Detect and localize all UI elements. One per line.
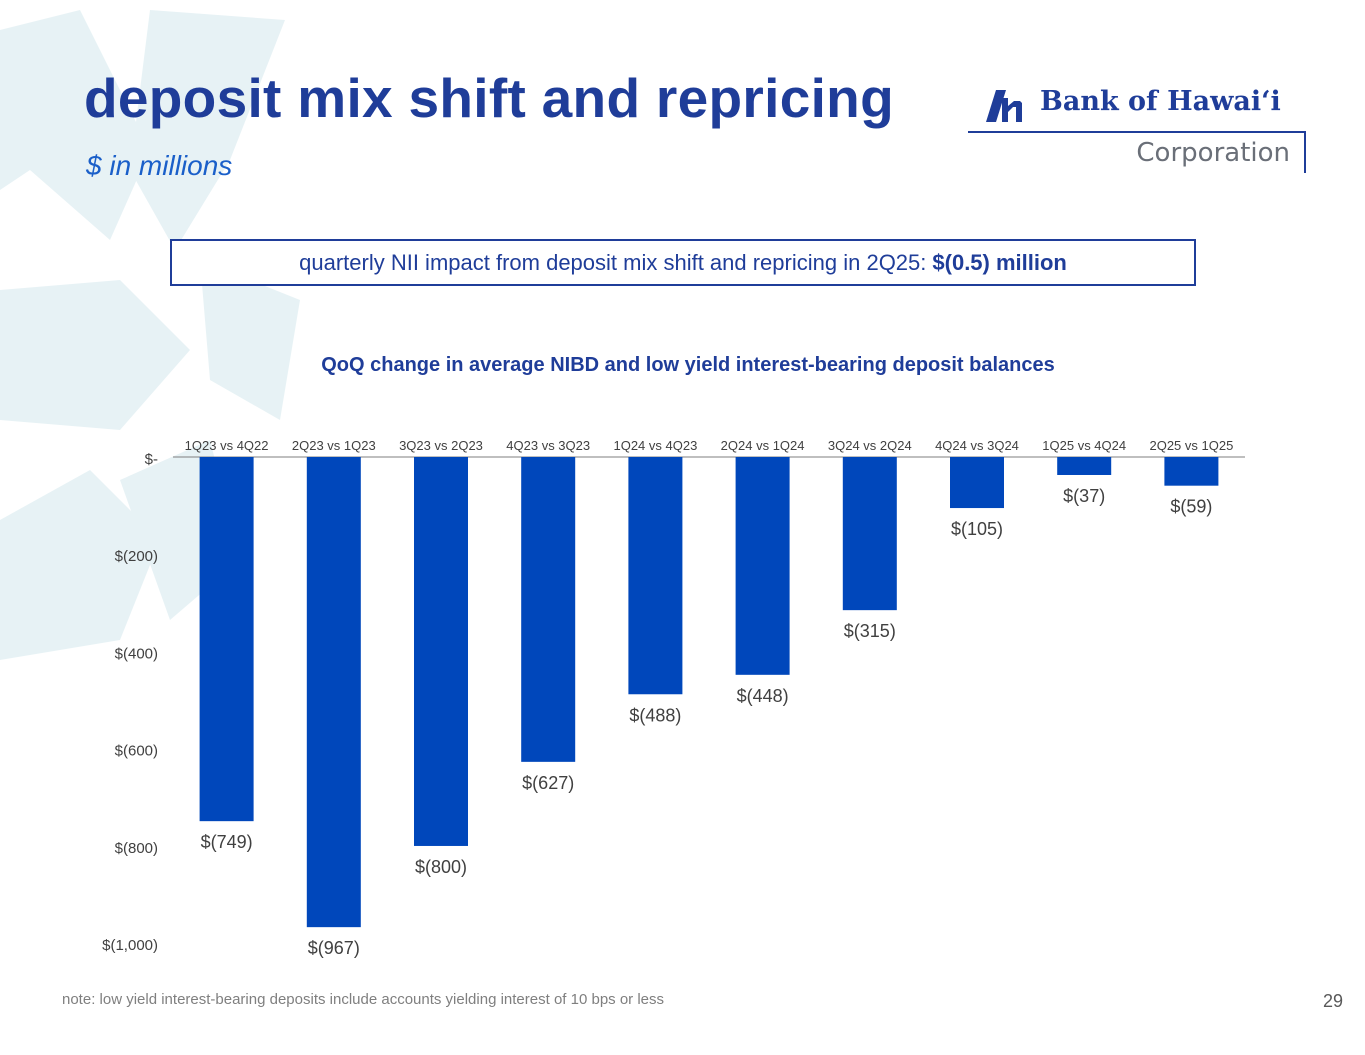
bar xyxy=(306,457,361,928)
bank-logo-icon xyxy=(986,90,1022,122)
bar xyxy=(521,457,576,762)
y-tick-label: $(400) xyxy=(115,645,158,662)
callout-text: quarterly NII impact from deposit mix sh… xyxy=(299,249,927,275)
data-label: $(800) xyxy=(415,857,467,877)
logo-subtitle: Corporation xyxy=(1136,138,1290,168)
callout-value: $(0.5) million xyxy=(932,249,1067,275)
data-label: $(59) xyxy=(1170,497,1212,517)
data-label: $(315) xyxy=(844,621,896,641)
x-tick-label: 4Q23 vs 3Q23 xyxy=(506,438,590,453)
data-label: $(967) xyxy=(308,938,360,958)
page-title: deposit mix shift and repricing xyxy=(84,67,894,129)
bar xyxy=(199,457,254,822)
nii-impact-callout: quarterly NII impact from deposit mix sh… xyxy=(170,239,1196,286)
bar xyxy=(735,457,790,675)
bar xyxy=(628,457,683,695)
x-tick-label: 4Q24 vs 3Q24 xyxy=(935,438,1019,453)
x-tick-label: 1Q25 vs 4Q24 xyxy=(1042,438,1126,453)
logo-name: Bank of Hawaiʻi xyxy=(1040,86,1281,117)
data-label: $(749) xyxy=(201,832,253,852)
y-tick-label: $- xyxy=(145,451,158,468)
y-tick-label: $(200) xyxy=(115,548,158,565)
data-label: $(627) xyxy=(522,773,574,793)
page-subtitle: $ in millions xyxy=(86,150,233,181)
x-tick-label: 3Q23 vs 2Q23 xyxy=(399,438,483,453)
y-tick-label: $(1,000) xyxy=(102,937,158,954)
company-logo: Bank of Hawaiʻi Corporation xyxy=(968,80,1308,180)
x-tick-label: 3Q24 vs 2Q24 xyxy=(828,438,912,453)
bar xyxy=(842,457,897,611)
bar xyxy=(950,457,1004,509)
bar xyxy=(1164,457,1219,486)
page-number: 29 xyxy=(1322,991,1343,1011)
x-tick-label: 2Q24 vs 1Q24 xyxy=(721,438,805,453)
logo-divider-vertical xyxy=(1304,131,1306,173)
x-tick-label: 2Q25 vs 1Q25 xyxy=(1149,438,1233,453)
data-label: $(488) xyxy=(629,705,681,725)
data-label: $(105) xyxy=(951,519,1003,539)
x-tick-label: 2Q23 vs 1Q23 xyxy=(292,438,376,453)
chart-title: QoQ change in average NIBD and low yield… xyxy=(321,354,1055,376)
bar xyxy=(1057,457,1112,475)
y-tick-label: $(600) xyxy=(115,743,158,760)
x-tick-label: 1Q24 vs 4Q23 xyxy=(613,438,697,453)
data-label: $(448) xyxy=(737,686,789,706)
logo-divider xyxy=(968,131,1304,133)
footnote: note: low yield interest-bearing deposit… xyxy=(62,991,665,1008)
y-tick-label: $(800) xyxy=(115,840,158,857)
x-tick-label: 1Q23 vs 4Q22 xyxy=(185,438,269,453)
bar xyxy=(414,457,468,846)
data-label: $(37) xyxy=(1063,486,1105,506)
